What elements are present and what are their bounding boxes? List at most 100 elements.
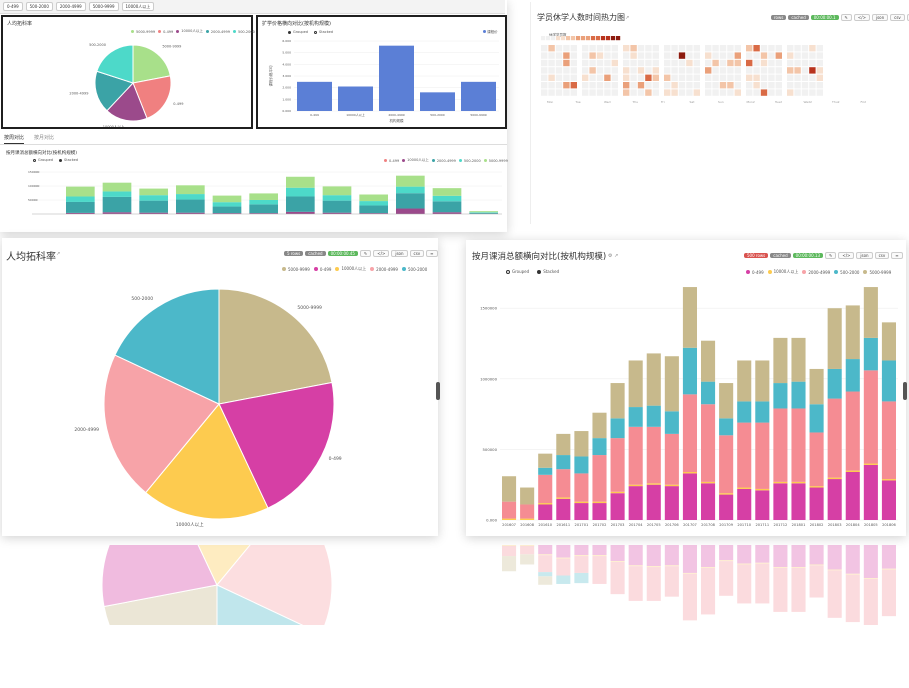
legend-item[interactable]: 10000人以上: [176, 29, 203, 34]
legend-item[interactable]: 500-2000: [834, 269, 859, 275]
legend-grouped[interactable]: Grouped: [288, 30, 308, 34]
small-bar-chart: 0.000 1.000 2.000 3.000 4.000 5.000 6.000 0-499…: [268, 39, 499, 123]
legend-item[interactable]: 5000-9999: [282, 266, 310, 272]
heatmap-cell: [816, 67, 823, 74]
legend-stacked[interactable]: Stacked: [537, 269, 559, 274]
heatmap-cell: [794, 67, 801, 74]
legend-swatch: [561, 36, 566, 41]
bar-segment: [432, 212, 462, 214]
heatmap-cell: [686, 89, 693, 96]
code-button[interactable]: </>: [853, 14, 870, 21]
heatmap-cell: [596, 89, 604, 96]
legend-item[interactable]: 10000人以上: [767, 269, 798, 275]
reflection-segment: [628, 565, 643, 567]
x-tick-label: 201711: [755, 523, 769, 527]
edit-button[interactable]: ✎: [840, 14, 852, 21]
bar-segment: [249, 213, 278, 214]
legend-item[interactable]: 0-499: [746, 269, 764, 275]
bar-segment: [646, 405, 661, 427]
bar-segment: [773, 483, 788, 520]
heatmap-cell: [671, 45, 678, 52]
reflection-segment: [791, 567, 806, 568]
csv-button[interactable]: csv: [409, 250, 425, 257]
legend-item[interactable]: 5000-9999: [483, 158, 508, 163]
heatmap-cell: [570, 45, 577, 52]
bar-segment: [755, 422, 770, 489]
heatmap-cell: [570, 52, 577, 59]
small-bar-card: 扩学价格横向对比(按机构规模) Grouped Stacked 课程价 0.00…: [256, 15, 507, 129]
heatmap-cell: [623, 52, 630, 59]
heatmap-cell: [734, 82, 741, 89]
json-button[interactable]: json: [856, 252, 873, 259]
filter-chip[interactable]: 10000人以上: [121, 2, 155, 11]
filter-chip[interactable]: 2000-4999: [55, 2, 86, 11]
heatmap-cell: [604, 52, 611, 59]
legend-item[interactable]: 500-2000: [232, 29, 255, 34]
legend-item[interactable]: 0-499: [158, 29, 173, 34]
code-button[interactable]: </>: [838, 252, 855, 259]
legend-grouped[interactable]: Grouped: [506, 269, 529, 274]
edit-button[interactable]: ✎: [824, 252, 837, 259]
legend-item[interactable]: 2000-4999: [205, 29, 230, 34]
x-tick-label: Sun: [718, 100, 724, 104]
legend-item[interactable]: 2000-4999: [431, 158, 456, 163]
reflection-segment: [827, 545, 842, 570]
legend-stacked[interactable]: Stacked: [59, 158, 78, 162]
small-bar-legend-right[interactable]: 课程价: [483, 30, 498, 35]
heatmap-cell: [768, 67, 775, 74]
heatmap-title-icons[interactable]: ⚙ ↗: [619, 15, 630, 21]
reflection-segment: [592, 555, 607, 557]
bar-segment: [682, 394, 697, 472]
legend-item[interactable]: 5000-9999: [131, 29, 155, 34]
y-tick-label: 100000: [28, 184, 40, 188]
heatmap-cell: [630, 59, 637, 67]
heatmap-cell: [686, 52, 693, 59]
legend-item[interactable]: 2000-4999: [370, 266, 398, 272]
filter-chip[interactable]: 500-2000: [25, 2, 53, 11]
legend-item[interactable]: 10000人以上: [402, 158, 429, 163]
legend-item[interactable]: 0-499: [313, 266, 331, 272]
heatmap-cell: [746, 67, 753, 74]
mini-stack-legend-left: Grouped Stacked: [33, 158, 78, 162]
big-pie-title-icons[interactable]: ⚙ ↗: [50, 251, 61, 257]
bar-segment: [881, 360, 896, 402]
heatmap-cell: [637, 45, 645, 52]
code-button[interactable]: </>: [373, 250, 390, 257]
x-tick-label: Tue2: [774, 100, 782, 104]
json-button[interactable]: json: [871, 14, 889, 21]
csv-button[interactable]: csv: [874, 252, 890, 259]
big-stack-title-icons[interactable]: ⚙ ↗: [608, 253, 619, 259]
json-button[interactable]: json: [391, 250, 408, 257]
bar-segment: [538, 467, 553, 475]
heatmap-cell: [596, 45, 604, 52]
csv-button[interactable]: csv: [890, 14, 905, 21]
heatmap-cell: [734, 52, 741, 59]
filter-chip[interactable]: 0-499: [3, 2, 23, 11]
legend-item[interactable]: 500-2000: [401, 266, 427, 272]
x-tick-label: 201708: [701, 523, 715, 527]
menu-button[interactable]: ≡: [906, 14, 909, 21]
menu-button[interactable]: ≡: [426, 250, 438, 257]
reflection-segment: [592, 545, 607, 556]
bar-segment: [773, 408, 788, 482]
bar-segment: [66, 212, 95, 214]
legend-grouped[interactable]: Grouped: [33, 158, 53, 162]
legend-item[interactable]: 2000-4999: [802, 269, 830, 275]
resize-handle[interactable]: [903, 382, 907, 400]
legend-item[interactable]: 0-499: [384, 158, 399, 163]
tab-monthly[interactable]: 按月对比: [34, 135, 55, 141]
edit-button[interactable]: ✎: [359, 250, 372, 257]
heatmap-cell: [664, 67, 671, 74]
x-tick-label: Thu: [632, 100, 639, 104]
menu-button[interactable]: ≡: [891, 252, 903, 259]
filter-chip[interactable]: 5000-9999: [88, 2, 119, 11]
legend-item[interactable]: 5000-9999: [863, 269, 891, 275]
legend-item[interactable]: 10000人以上: [335, 266, 366, 272]
heatmap-cell: [645, 82, 652, 89]
bar-segment: [574, 456, 589, 474]
legend-item[interactable]: 500-2000: [458, 158, 481, 163]
bar-segment: [682, 347, 697, 395]
legend-stacked[interactable]: Stacked: [314, 30, 333, 34]
tab-weekly[interactable]: 按周对比: [4, 134, 25, 144]
resize-handle[interactable]: [436, 382, 440, 400]
